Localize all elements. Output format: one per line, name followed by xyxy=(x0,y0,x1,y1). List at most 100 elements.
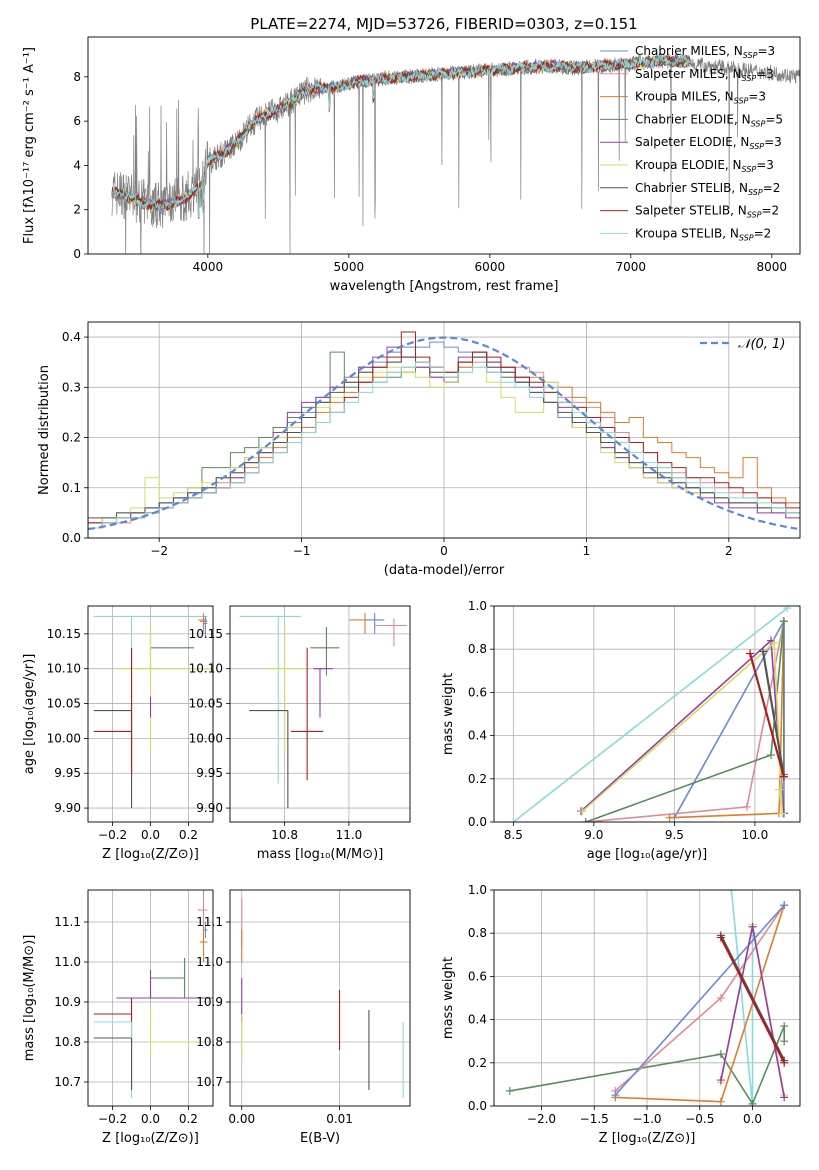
weight-marker xyxy=(716,1050,725,1059)
spectrum-y-tick-label: 6 xyxy=(73,114,81,128)
residuals-plot-area xyxy=(88,331,800,538)
residuals-y-axis-label: Normed distribution xyxy=(37,365,52,495)
weight-vs-Z-y-tick-label: 0.6 xyxy=(468,969,487,983)
mass-vs-ebv-plot-area xyxy=(241,898,404,1098)
spectrum-legend-label: Chabrier STELIB, NSSP=2 xyxy=(635,181,780,197)
weight-vs-Z-y-tick-label: 0.0 xyxy=(468,1099,487,1113)
weight-vs-Z-y-tick-label: 0.8 xyxy=(468,926,487,940)
mass-vs-Z-x-axis-label: Z [log₁₀(Z/Z⊙)] xyxy=(102,1131,199,1146)
age-vs-Z-x-axis-label: Z [log₁₀(Z/Z⊙)] xyxy=(102,847,199,862)
weight-vs-age-frame xyxy=(493,605,801,823)
weight-vs-Z-x-tick-label: −0.5 xyxy=(685,1112,714,1126)
age-vs-Z-x-tick-label: 0.2 xyxy=(179,828,198,842)
weight-vs-age-y-tick-label: 0.2 xyxy=(468,772,487,786)
spectrum-frame xyxy=(87,36,801,255)
weight-marker xyxy=(778,809,787,818)
mass-vs-ebv-frame xyxy=(229,889,411,1107)
residuals-frame xyxy=(87,321,801,539)
weight-vs-age-y-tick-label: 0.6 xyxy=(468,685,487,699)
spectrum-legend-label: Chabrier ELODIE, NSSP=5 xyxy=(635,112,783,128)
spectrum-legend-label: Kroupa STELIB, NSSP=2 xyxy=(635,226,771,242)
weight-vs-Z-x-tick-label: −1.0 xyxy=(632,1112,661,1126)
mass-vs-Z-y-tick-label: 11.0 xyxy=(54,955,81,969)
weight-line-salpeter-stelib xyxy=(719,937,786,1064)
residuals-x-tick-label: 2 xyxy=(725,544,733,558)
age-vs-mass-y-tick-label: 9.90 xyxy=(196,801,223,815)
residuals-x-tick-label: 1 xyxy=(583,544,591,558)
spectrum-legend-label: Salpeter MILES, NSSP=3 xyxy=(635,67,774,83)
spectrum-x-tick-label: 6000 xyxy=(475,260,506,274)
age-vs-mass-y-tick-label: 10.15 xyxy=(189,627,223,641)
weight-vs-age-x-tick-label: 10.0 xyxy=(742,828,769,842)
weight-line-kroupa-stelib xyxy=(512,607,788,822)
weight-vs-age-y-tick-label: 0.8 xyxy=(468,642,487,656)
residuals-x-tick-label: −2 xyxy=(150,544,168,558)
spectrum-legend-label: Kroupa ELODIE, NSSP=3 xyxy=(635,158,774,174)
weight-line-kroupa-stelib xyxy=(730,890,754,1106)
weight-vs-age-y-axis-label: mass weight xyxy=(441,673,456,755)
age-vs-Z-frame xyxy=(87,605,214,823)
weight-line-chabrier-miles xyxy=(614,904,785,1096)
weight-vs-Z-y-tick-label: 0.2 xyxy=(468,1056,487,1070)
age-vs-mass-x-tick-label: 10.8 xyxy=(271,828,298,842)
mass-vs-Z-y-axis-label: mass [log₁₀(M/M⊙)] xyxy=(22,935,37,1062)
age-vs-mass-x-axis-label: mass [log₁₀(M/M⊙)] xyxy=(257,847,384,862)
weight-marker xyxy=(780,1022,789,1031)
spectrum-x-axis-label: wavelength [Angstrom, rest frame] xyxy=(330,279,559,294)
mass-vs-ebv-y-tick-label: 11.0 xyxy=(196,955,223,969)
spectrum-x-tick-label: 7000 xyxy=(616,260,647,274)
weight-vs-age-x-tick-label: 9.5 xyxy=(665,828,684,842)
spectrum-legend-label: Salpeter ELODIE, NSSP=3 xyxy=(635,135,782,151)
weight-marker xyxy=(509,818,518,822)
weight-vs-age-x-tick-label: 8.5 xyxy=(504,828,523,842)
residuals-y-tick-label: 0.2 xyxy=(62,431,81,445)
mass-vs-Z-x-tick-label: 0.2 xyxy=(179,1112,198,1126)
weight-vs-age-y-tick-label: 1.0 xyxy=(468,599,487,613)
weight-line-chabrier-elodie xyxy=(585,621,785,822)
age-vs-mass-y-tick-label: 9.95 xyxy=(196,766,223,780)
weight-marker xyxy=(780,1058,789,1067)
mass-vs-ebv-y-tick-label: 10.7 xyxy=(196,1075,223,1089)
mass-vs-Z-y-tick-label: 10.9 xyxy=(54,995,81,1009)
spectrum-legend-label: Chabrier MILES, NSSP=3 xyxy=(635,44,775,60)
spectrum-x-tick-label: 8000 xyxy=(757,260,788,274)
mass-vs-ebv-x-axis-label: E(B-V) xyxy=(300,1131,340,1146)
mass-vs-Z-y-tick-label: 10.7 xyxy=(54,1075,81,1089)
weight-marker xyxy=(780,901,789,910)
mass-vs-ebv-y-tick-label: 11.1 xyxy=(196,915,223,929)
spectrum-legend-label: Kroupa MILES, NSSP=3 xyxy=(635,90,766,106)
mass-vs-Z-frame xyxy=(87,889,214,1107)
weight-marker xyxy=(727,890,736,894)
weight-vs-Z-y-tick-label: 0.4 xyxy=(468,1013,487,1027)
weight-marker xyxy=(746,649,755,658)
weight-marker xyxy=(748,1099,757,1106)
weight-marker xyxy=(779,772,788,781)
weight-marker xyxy=(748,922,757,931)
weight-marker xyxy=(742,802,751,811)
weight-vs-Z-x-axis-label: Z [log₁₀(Z/Z⊙)] xyxy=(599,1131,696,1146)
age-vs-Z-y-tick-label: 10.00 xyxy=(47,731,81,745)
age-vs-Z-x-tick-label: −0.2 xyxy=(98,828,127,842)
residuals-x-axis-label: (data-model)/error xyxy=(384,563,505,578)
weight-marker xyxy=(767,751,776,760)
spectrum-y-tick-label: 8 xyxy=(73,70,81,84)
weight-vs-Z-frame xyxy=(493,889,801,1107)
age-vs-Z-y-axis-label: age [log₁₀(age/yr)] xyxy=(22,654,37,775)
age-vs-Z-y-tick-label: 9.90 xyxy=(54,801,81,815)
spectrum-x-tick-label: 4000 xyxy=(193,260,224,274)
residuals-x-tick-label: 0 xyxy=(440,544,448,558)
age-vs-Z-y-tick-label: 10.10 xyxy=(47,662,81,676)
spectrum-y-tick-label: 4 xyxy=(73,158,81,172)
weight-vs-Z-x-tick-label: −2.0 xyxy=(527,1112,556,1126)
age-vs-mass-y-tick-label: 10.00 xyxy=(189,731,223,745)
weight-marker xyxy=(779,617,788,626)
weight-marker xyxy=(581,818,590,822)
age-vs-mass-y-tick-label: 10.10 xyxy=(189,662,223,676)
mass-vs-Z-x-tick-label: −0.2 xyxy=(98,1112,127,1126)
age-vs-Z-x-tick-label: 0.0 xyxy=(141,828,160,842)
weight-vs-Z-x-tick-label: 0.0 xyxy=(743,1112,762,1126)
weight-marker xyxy=(665,813,674,822)
age-vs-mass-frame xyxy=(229,605,411,823)
weight-vs-age-y-tick-label: 0.0 xyxy=(468,815,487,829)
